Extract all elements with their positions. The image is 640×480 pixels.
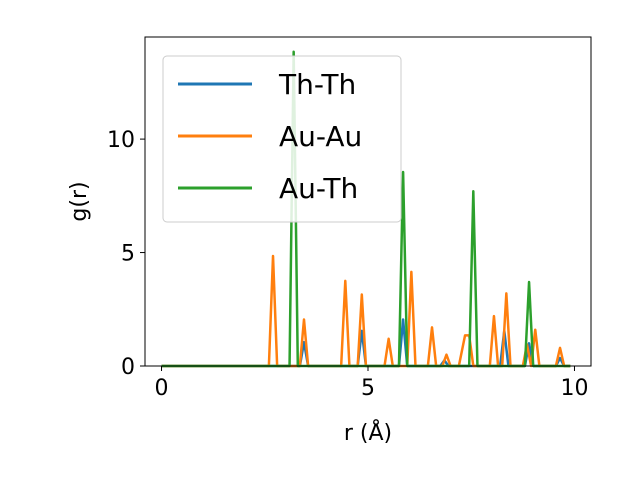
legend-label: Au-Au [279, 120, 362, 153]
x-axis-ticks: 0 5 10 [155, 366, 588, 401]
x-tick-label: 0 [155, 376, 169, 401]
legend: Th-Th Au-Au Au-Th [162, 55, 402, 223]
y-axis-label: g(r) [67, 181, 92, 221]
y-axis-ticks: 0 5 10 [107, 128, 145, 380]
x-axis-label: r (Å) [344, 419, 392, 446]
legend-label: Th-Th [278, 68, 356, 101]
x-tick-label: 10 [560, 376, 588, 401]
legend-label: Au-Th [279, 172, 358, 205]
y-tick-label: 10 [107, 128, 135, 153]
y-tick-label: 0 [121, 355, 135, 380]
x-tick-label: 5 [361, 376, 375, 401]
legend-box [162, 55, 402, 223]
y-tick-label: 5 [121, 242, 135, 267]
